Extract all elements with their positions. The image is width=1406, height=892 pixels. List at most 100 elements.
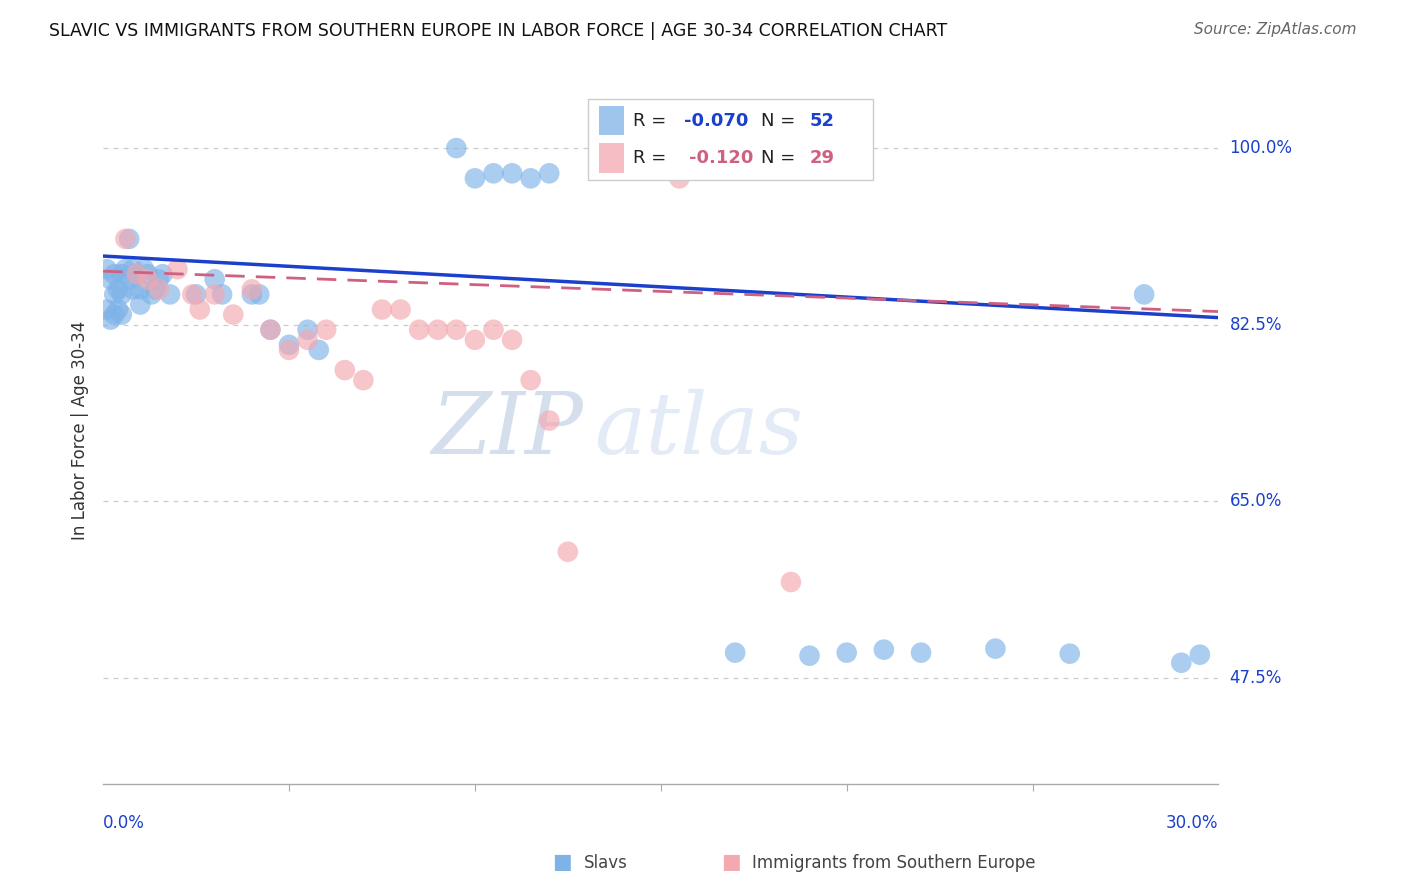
Point [122, 282, 145, 296]
Point [910, 646, 932, 660]
Point [211, 287, 233, 301]
Point [129, 297, 152, 311]
Text: 47.5%: 47.5% [1230, 669, 1282, 687]
Text: -0.070: -0.070 [685, 112, 748, 129]
Point [538, 413, 561, 427]
Point [297, 323, 319, 337]
Point [118, 232, 141, 246]
Point [389, 302, 412, 317]
Point [118, 272, 141, 286]
Point [278, 343, 301, 357]
Point [125, 267, 148, 281]
Text: ■: ■ [721, 853, 741, 872]
Point [557, 545, 579, 559]
Text: atlas: atlas [593, 389, 803, 472]
Text: 65.0%: 65.0% [1230, 492, 1282, 510]
Point [408, 323, 430, 337]
Point [259, 323, 281, 337]
Y-axis label: In Labor Force | Age 30-34: In Labor Force | Age 30-34 [72, 321, 89, 541]
Point [464, 333, 486, 347]
Text: Immigrants from Southern Europe: Immigrants from Southern Europe [752, 855, 1036, 872]
Text: Slavs: Slavs [583, 855, 627, 872]
Point [278, 338, 301, 352]
Point [482, 166, 505, 180]
Text: ■: ■ [553, 853, 572, 872]
Point [152, 267, 174, 281]
Text: 52: 52 [808, 112, 834, 129]
Bar [588, 99, 873, 180]
Point [148, 282, 170, 296]
Point [103, 308, 125, 322]
Point [222, 308, 245, 322]
Point [446, 141, 468, 155]
Point [188, 302, 211, 317]
Point [259, 323, 281, 337]
Point [96, 262, 118, 277]
Text: N =: N = [761, 149, 801, 167]
Point [780, 574, 803, 589]
Point [247, 287, 270, 301]
Bar [599, 143, 624, 173]
Point [181, 287, 204, 301]
Point [114, 262, 136, 277]
Point [240, 282, 263, 296]
Point [1188, 648, 1211, 662]
Point [1170, 656, 1192, 670]
Point [1133, 287, 1156, 301]
Text: 29: 29 [808, 149, 834, 167]
Text: N =: N = [761, 112, 801, 129]
Point [143, 282, 166, 296]
Text: R =: R = [633, 112, 672, 129]
Point [100, 272, 122, 286]
Point [426, 323, 449, 337]
Text: SLAVIC VS IMMIGRANTS FROM SOUTHERN EUROPE IN LABOR FORCE | AGE 30-34 CORRELATION: SLAVIC VS IMMIGRANTS FROM SOUTHERN EUROP… [49, 22, 948, 40]
Text: R =: R = [633, 149, 678, 167]
Point [96, 302, 118, 317]
Point [519, 171, 541, 186]
Point [204, 272, 226, 286]
Point [166, 262, 188, 277]
Point [1059, 647, 1081, 661]
Point [100, 312, 122, 326]
Text: ZIP: ZIP [430, 389, 582, 472]
Bar [599, 106, 624, 136]
Point [103, 267, 125, 281]
Point [371, 302, 394, 317]
Point [148, 272, 170, 286]
Text: 82.5%: 82.5% [1230, 316, 1282, 334]
Point [125, 267, 148, 281]
Point [464, 171, 486, 186]
Point [114, 232, 136, 246]
Text: Source: ZipAtlas.com: Source: ZipAtlas.com [1194, 22, 1357, 37]
Point [129, 282, 152, 296]
Text: 30.0%: 30.0% [1166, 814, 1219, 832]
Point [482, 323, 505, 337]
Point [308, 343, 330, 357]
Point [519, 373, 541, 387]
Text: 0.0%: 0.0% [103, 814, 145, 832]
Point [297, 333, 319, 347]
Point [141, 287, 163, 301]
Text: -0.120: -0.120 [689, 149, 754, 167]
Point [184, 287, 207, 301]
Point [111, 287, 134, 301]
Point [136, 267, 159, 281]
Point [136, 272, 159, 286]
Point [111, 267, 134, 281]
Point [724, 646, 747, 660]
Point [984, 641, 1007, 656]
Point [315, 323, 337, 337]
Point [240, 287, 263, 301]
Point [107, 302, 129, 317]
Point [111, 308, 134, 322]
Point [333, 363, 356, 377]
Text: 100.0%: 100.0% [1230, 139, 1292, 157]
Point [107, 282, 129, 296]
Point [204, 287, 226, 301]
Point [799, 648, 821, 663]
Point [501, 333, 523, 347]
Point [501, 166, 523, 180]
Point [103, 287, 125, 301]
Point [873, 642, 896, 657]
Point [538, 166, 561, 180]
